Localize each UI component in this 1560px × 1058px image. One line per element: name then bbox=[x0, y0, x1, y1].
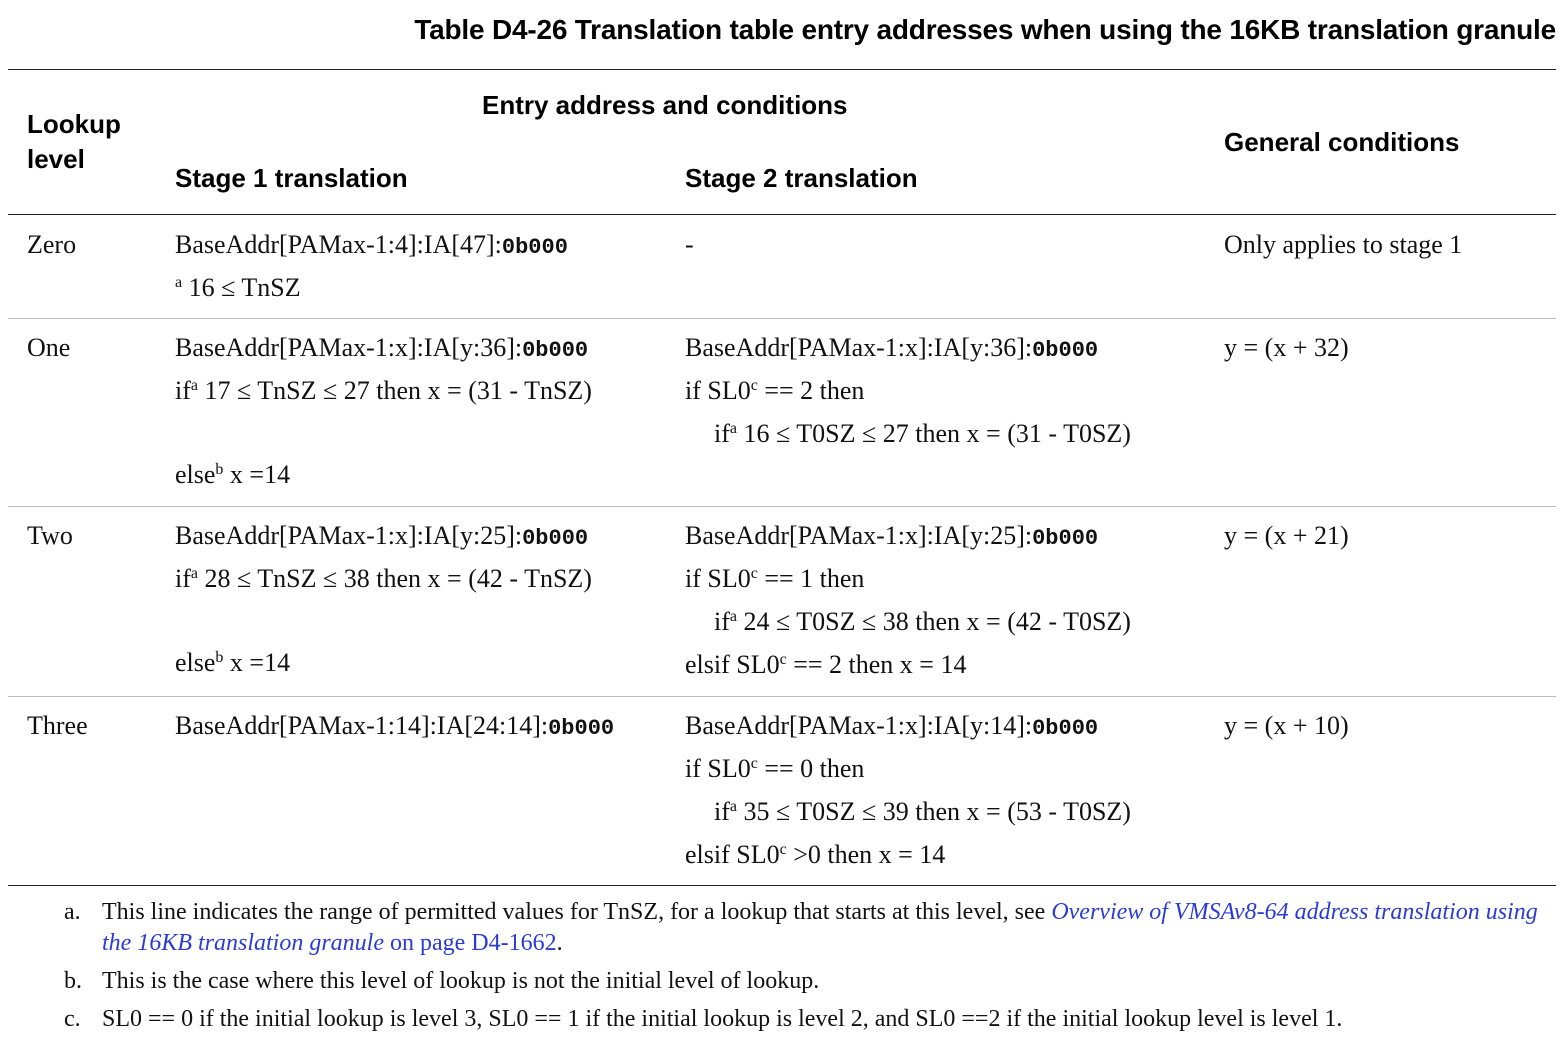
table-title: Table D4-26 Translation table entry addr… bbox=[414, 14, 1556, 45]
footnote-text: SL0 == 0 if the initial lookup is level … bbox=[102, 1006, 1343, 1032]
table-row-zero: Zero bbox=[27, 223, 76, 266]
table-row-three: Three bbox=[27, 704, 88, 747]
stage2-dash: - bbox=[685, 230, 694, 259]
footnote-label: a. bbox=[64, 899, 81, 925]
table-top-rule bbox=[8, 69, 1556, 70]
stage2-cell: BaseAddr[PAMax-1:x]:IA[y:25]:0b000 if SL… bbox=[685, 514, 1131, 686]
table-row-one: One bbox=[27, 326, 70, 369]
stage1-cell: BaseAddr[PAMax-1:x]:IA[y:25]:0b000 ifa 2… bbox=[175, 514, 592, 684]
stage1-cell: BaseAddr[PAMax-1:14]:IA[24:14]:0b000 bbox=[175, 704, 614, 747]
general-cell: y = (x + 32) bbox=[1224, 326, 1349, 369]
header-rule bbox=[8, 214, 1556, 215]
header-lookup-line1: Lookup bbox=[27, 109, 121, 139]
sl0-condition-line: if SL0c == 2 then bbox=[685, 376, 865, 405]
general-condition-text: y = (x + 21) bbox=[1224, 521, 1349, 550]
entry-address-line: BaseAddr[PAMax-1:x]:IA[y:25]:0b000 bbox=[175, 521, 589, 551]
stage2-cell: BaseAddr[PAMax-1:x]:IA[y:36]:0b000 if SL… bbox=[685, 326, 1131, 455]
entry-address-line: BaseAddr[PAMax-1:x]:IA[y:14]:0b000 bbox=[685, 711, 1099, 741]
footnote-text: This line indicates the range of permitt… bbox=[102, 899, 1538, 956]
lookup-level-cell: Three bbox=[27, 711, 88, 740]
general-cell: Only applies to stage 1 bbox=[1224, 223, 1462, 266]
elsif-line: elsif SL0c == 2 then x = 14 bbox=[685, 650, 967, 679]
sl0-condition-line: if SL0c == 0 then bbox=[685, 754, 865, 783]
footnote-text: This is the case where this level of loo… bbox=[102, 968, 820, 994]
entry-address-line: BaseAddr[PAMax-1:x]:IA[y:25]:0b000 bbox=[685, 521, 1099, 551]
lookup-level-cell: Two bbox=[27, 521, 73, 550]
header-general-conditions: General conditions bbox=[1224, 127, 1460, 157]
footnotes: a. This line indicates the range of perm… bbox=[64, 897, 1544, 1042]
nested-condition-line: ifa 24 ≤ T0SZ ≤ 38 then x = (42 - T0SZ) bbox=[714, 607, 1131, 636]
general-cell: y = (x + 10) bbox=[1224, 704, 1349, 747]
else-line: elseb x =14 bbox=[175, 648, 291, 677]
cross-reference-link[interactable]: Overview of VMSAv8-64 address translatio… bbox=[102, 899, 1538, 956]
row-divider bbox=[8, 318, 1556, 319]
nested-condition-line: ifa 35 ≤ T0SZ ≤ 39 then x = (53 - T0SZ) bbox=[714, 797, 1131, 826]
footnote-c: c. SL0 == 0 if the initial lookup is lev… bbox=[64, 1004, 1544, 1035]
footnote-b: b. This is the case where this level of … bbox=[64, 966, 1544, 997]
condition-line: ifa 17 ≤ TnSZ ≤ 27 then x = (31 - TnSZ) bbox=[175, 376, 592, 405]
stage2-cell: BaseAddr[PAMax-1:x]:IA[y:14]:0b000 if SL… bbox=[685, 704, 1131, 876]
entry-address-line: BaseAddr[PAMax-1:4]:IA[47]:0b000 bbox=[175, 230, 568, 260]
stage1-cell: BaseAddr[PAMax-1:x]:IA[y:36]:0b000 ifa 1… bbox=[175, 326, 592, 496]
general-condition-text: y = (x + 10) bbox=[1224, 711, 1349, 740]
footnote-label: c. bbox=[64, 1006, 81, 1032]
stage1-cell: BaseAddr[PAMax-1:4]:IA[47]:0b000 a 16 ≤ … bbox=[175, 223, 568, 309]
entry-address-line: BaseAddr[PAMax-1:x]:IA[y:36]:0b000 bbox=[685, 333, 1099, 363]
nested-condition-line: ifa 16 ≤ T0SZ ≤ 27 then x = (31 - T0SZ) bbox=[714, 419, 1131, 448]
header-lookup-line2: level bbox=[27, 144, 85, 174]
header-entry-address: Entry address and conditions bbox=[482, 90, 848, 120]
lookup-level-cell: Zero bbox=[27, 230, 77, 259]
range-line: a 16 ≤ TnSZ bbox=[175, 273, 301, 302]
header-stage1: Stage 1 translation bbox=[175, 163, 408, 193]
table-row-two: Two bbox=[27, 514, 73, 557]
table-bottom-rule bbox=[8, 885, 1556, 886]
page-reference-link[interactable]: on page D4-1662 bbox=[390, 930, 557, 956]
footnote-label: b. bbox=[64, 968, 82, 994]
row-divider bbox=[8, 696, 1556, 697]
general-condition-text: y = (x + 32) bbox=[1224, 333, 1349, 362]
entry-address-line: BaseAddr[PAMax-1:x]:IA[y:36]:0b000 bbox=[175, 333, 589, 363]
lookup-level-cell: One bbox=[27, 333, 71, 362]
footnote-a: a. This line indicates the range of perm… bbox=[64, 897, 1544, 959]
elsif-line: elsif SL0c >0 then x = 14 bbox=[685, 840, 946, 869]
else-line: elseb x =14 bbox=[175, 460, 291, 489]
row-divider bbox=[8, 506, 1556, 507]
general-cell: y = (x + 21) bbox=[1224, 514, 1349, 557]
stage2-cell: - bbox=[685, 223, 694, 266]
entry-address-line: BaseAddr[PAMax-1:14]:IA[24:14]:0b000 bbox=[175, 711, 615, 741]
general-condition-text: Only applies to stage 1 bbox=[1224, 230, 1463, 259]
header-stage2: Stage 2 translation bbox=[685, 163, 918, 193]
header-lookup-level: Lookup level bbox=[27, 107, 121, 177]
sl0-condition-line: if SL0c == 1 then bbox=[685, 564, 865, 593]
condition-line: ifa 28 ≤ TnSZ ≤ 38 then x = (42 - TnSZ) bbox=[175, 564, 592, 593]
